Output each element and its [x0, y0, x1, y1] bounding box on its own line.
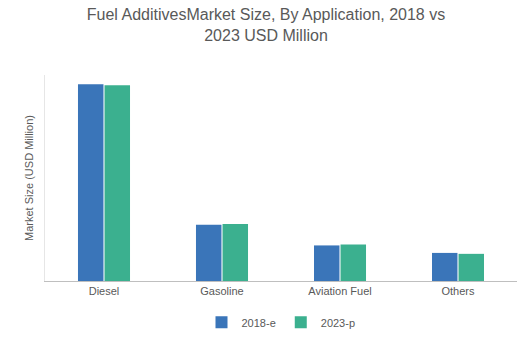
svg-text:Diesel: Diesel	[89, 285, 120, 297]
svg-text:Aviation Fuel: Aviation Fuel	[308, 285, 371, 297]
svg-text:Fuel AdditivesMarket Size, By: Fuel AdditivesMarket Size, By Applicatio…	[87, 6, 445, 44]
svg-text:Market Size (USD Million): Market Size (USD Million)	[23, 115, 35, 241]
svg-text:2018-e: 2018-e	[242, 317, 276, 329]
svg-text:Others: Others	[441, 285, 475, 297]
svg-text:Gasoline: Gasoline	[200, 285, 243, 297]
svg-text:2023-p: 2023-p	[321, 317, 355, 329]
